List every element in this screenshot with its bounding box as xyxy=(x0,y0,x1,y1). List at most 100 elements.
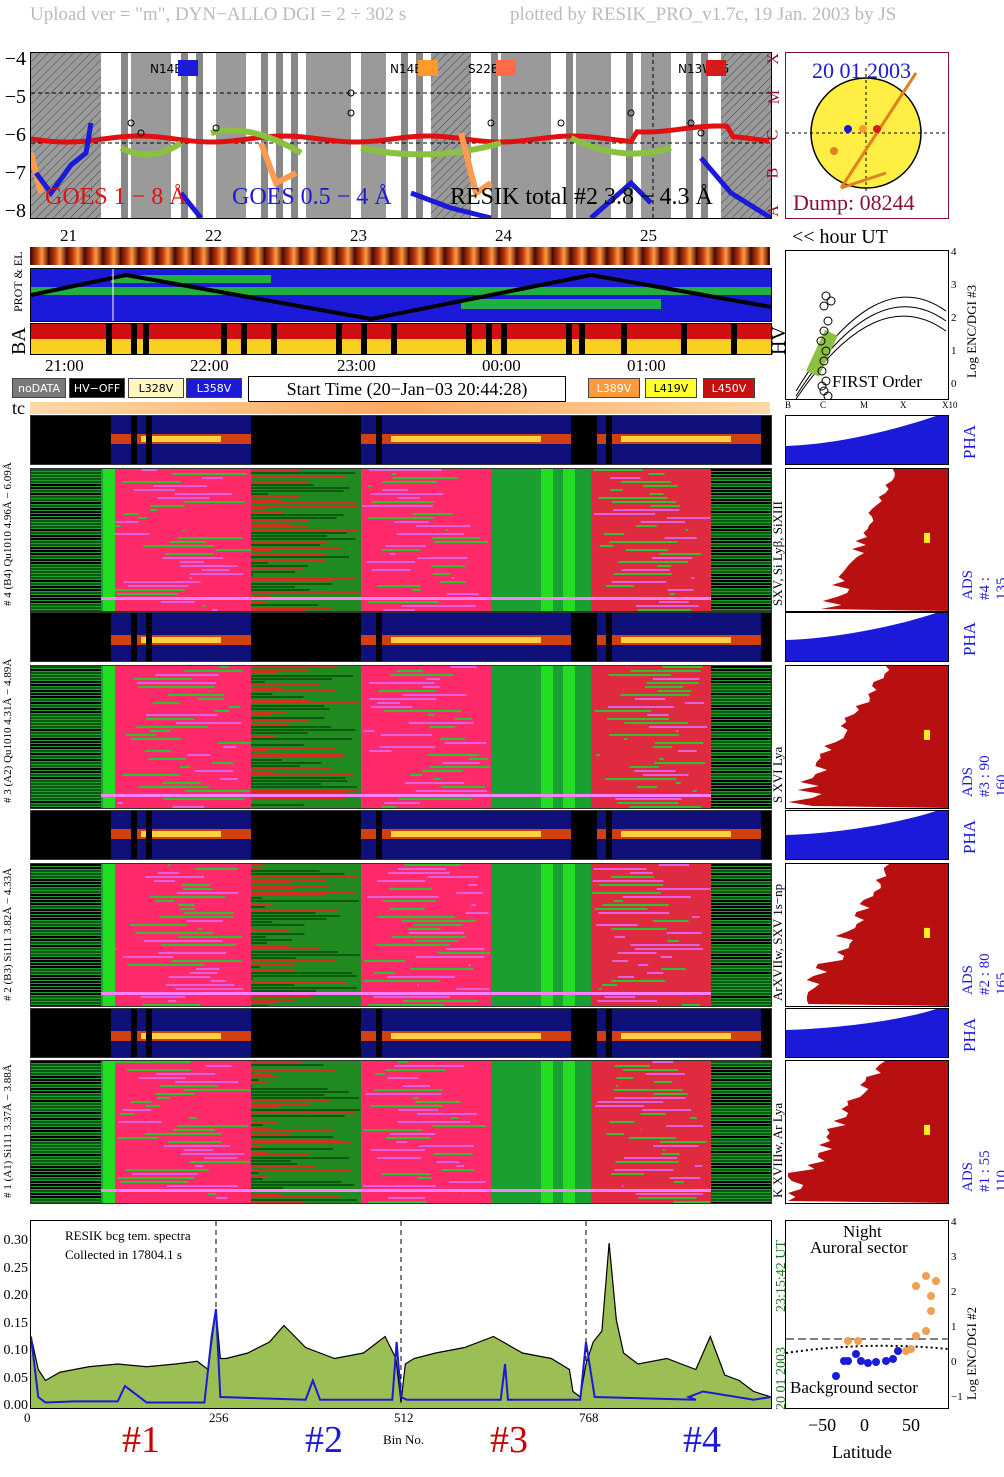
pha-strip-3 xyxy=(30,612,772,662)
enc-top-xtick: B xyxy=(785,400,792,410)
ba-label: BA xyxy=(8,327,30,355)
goes-point-0 xyxy=(127,119,135,127)
spectrogram-2 xyxy=(30,863,772,1007)
enc-top-ytick: 1 xyxy=(951,345,957,357)
spec-ytick: 0.10 xyxy=(3,1343,29,1358)
enc-top-point-8 xyxy=(817,366,827,376)
goes-ytick: −6 xyxy=(4,124,26,146)
resik-total-seg-0 xyxy=(119,140,183,158)
spec-segment-4: #4 xyxy=(683,1419,721,1461)
ba-gap-14 xyxy=(621,324,627,354)
enc-top-point-3 xyxy=(823,316,833,326)
flare-seg-0 xyxy=(258,141,298,188)
pha-histogram-4 xyxy=(785,415,949,465)
goes-ytick: −7 xyxy=(4,162,26,184)
sun-date: 20 01 2003 xyxy=(812,58,911,83)
enc-bot-aur-point-5 xyxy=(922,1327,930,1335)
enc-top-xtick: X xyxy=(900,400,907,410)
goes-band-6 xyxy=(501,53,551,218)
goes-point-8 xyxy=(687,119,695,127)
spectrogram-3 xyxy=(30,665,772,809)
legend-btn-l328v: L328V xyxy=(128,378,184,398)
enc-bot-aur-point-1 xyxy=(854,1337,862,1345)
ba-gap-6 xyxy=(336,324,342,354)
day-label: 22 xyxy=(205,226,222,245)
pha-histogram-2 xyxy=(785,810,949,860)
enc-top-panel xyxy=(785,250,949,400)
enc-top-point-11 xyxy=(823,391,833,399)
enc-bot-ytick: 4 xyxy=(951,1216,957,1228)
ads-histogram-3 xyxy=(785,665,949,809)
goes-lightcurve-svg xyxy=(31,53,771,218)
enc-bottom-svg xyxy=(786,1272,948,1380)
enc-bot-aur-point-7 xyxy=(932,1277,940,1285)
enc-top-point-1 xyxy=(826,296,836,306)
line-label-3: S XVI Lya xyxy=(770,746,785,803)
ba-gap-8 xyxy=(391,324,397,354)
ba-gap-16 xyxy=(731,324,737,354)
enc-top-point-7 xyxy=(819,356,829,366)
enc-top-point-0 xyxy=(821,291,831,301)
resik-total-seg-1 xyxy=(210,127,303,156)
time-label: 23:00 xyxy=(337,356,376,375)
goes-band-8 xyxy=(641,53,671,218)
pha-label-2: PHA xyxy=(960,819,979,854)
ba-row xyxy=(31,324,771,339)
goes-lightcurve-panel xyxy=(30,52,772,219)
spec-label-1: # 1 (A1) Si111 3.37Å − 3.88Å xyxy=(2,1064,14,1198)
enc-bot-ylabel: Log ENC/DGI #2 xyxy=(964,1306,979,1400)
spec-segment-2: #2 xyxy=(305,1419,343,1461)
ads-histogram-1 xyxy=(785,1060,949,1204)
spec-xlabel: Bin No. xyxy=(383,1432,425,1447)
ba-gap-7 xyxy=(361,324,367,354)
goes-class-letter: M xyxy=(766,89,784,105)
orbit-track-2 xyxy=(840,171,887,190)
enc-bot-xtick: −50 xyxy=(808,1415,837,1435)
ba-gap-0 xyxy=(106,324,112,354)
pha-strip-2 xyxy=(30,810,772,860)
region-swatch xyxy=(706,60,726,76)
enc-bot-ytick: 3 xyxy=(951,1251,957,1263)
header-plotted-text: plotted by RESIK_PRO_v1.7c, 19 Jan. 2003… xyxy=(510,4,897,25)
start-time-box: Start Time (20−Jan−03 20:44:28) xyxy=(248,376,566,402)
ba-gap-2 xyxy=(143,324,149,354)
ba-gap-3 xyxy=(221,324,227,354)
ads-label-4: ADS #4 : 135 200 xyxy=(960,569,1004,600)
pha-strip-1 xyxy=(30,1008,772,1058)
goes-band-3 xyxy=(306,53,351,218)
ba-gap-12 xyxy=(566,324,572,354)
ads-histogram-4 xyxy=(785,468,949,612)
spec-xtick: 768 xyxy=(579,1410,599,1425)
enc-bot-aur-point-9 xyxy=(912,1282,920,1290)
spec-xtick: 512 xyxy=(394,1410,414,1425)
sun-dump: Dump: 08244 xyxy=(793,190,915,215)
goes-bar-12 xyxy=(701,53,708,218)
enc-bot-xlabel: Latitude xyxy=(832,1442,892,1462)
spec-annotation-1: RESIK bcg tem. spectra xyxy=(65,1228,191,1243)
bcg-spectrum-svg xyxy=(31,1221,771,1408)
ba-gap-9 xyxy=(466,324,472,354)
legend-btn-l389v: L389V xyxy=(588,378,640,398)
enc-bot-bg-point-4 xyxy=(872,1358,880,1366)
ba-gap-5 xyxy=(271,324,277,354)
region-marker-limb xyxy=(830,147,838,155)
sun-map-svg xyxy=(786,68,948,193)
pha-histogram-3 xyxy=(785,612,949,662)
enc-bot-xtick: 50 xyxy=(902,1415,920,1435)
tc-strip-top xyxy=(30,247,770,265)
line-label-2: ArXVIIw, SXV 1s−np xyxy=(770,883,785,1001)
time-label: 22:00 xyxy=(190,356,229,375)
enc-top-point-4 xyxy=(819,326,829,336)
goes-bar-1 xyxy=(181,53,188,218)
goes-bar-2 xyxy=(196,53,203,218)
spec-xtick: 0 xyxy=(24,1410,31,1425)
enc-top-ytick: 2 xyxy=(951,312,957,324)
pha-label-4: PHA xyxy=(960,424,979,459)
enc-green-band xyxy=(806,329,838,377)
enc-background: Background sector xyxy=(790,1378,918,1397)
bcg-spectrum-panel xyxy=(30,1220,772,1409)
enc-bot-bg-point-2 xyxy=(857,1357,865,1365)
line-label-1: K XVIIIw, Ar Lya xyxy=(770,1102,785,1198)
goes-bar-8 xyxy=(491,53,498,218)
enc-bot-ytick: 1 xyxy=(951,1321,957,1333)
